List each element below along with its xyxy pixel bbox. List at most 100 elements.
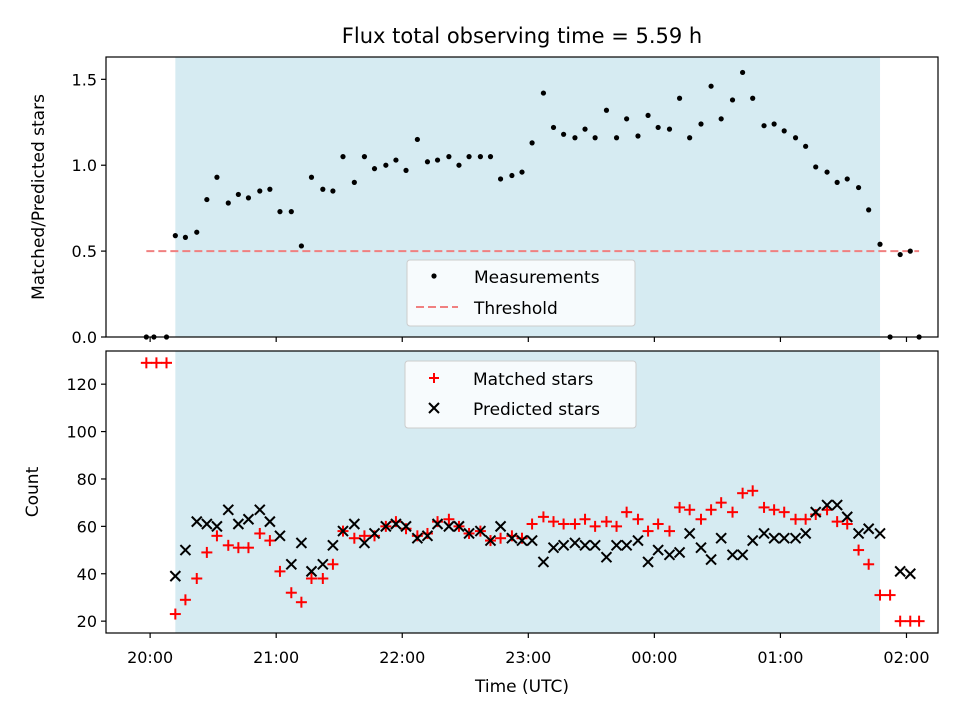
y-tick-label: 20 <box>77 612 97 631</box>
predicted-stars-point <box>557 539 570 552</box>
measurement-point <box>456 162 462 168</box>
measurement-point <box>529 140 535 146</box>
measurement-point <box>729 97 736 103</box>
predicted-stars-point <box>652 544 664 556</box>
matched-stars-point <box>295 596 307 608</box>
predicted-stars-point <box>673 546 686 559</box>
predicted-stars-point <box>264 515 276 528</box>
y-tick-label: 40 <box>77 565 97 584</box>
matched-stars-point <box>684 504 696 516</box>
measurement-point <box>235 191 241 198</box>
measurement-point <box>320 186 326 192</box>
predicted-stars-point <box>526 534 538 547</box>
matched-stars-point <box>285 587 297 599</box>
matched-stars-point <box>140 357 152 369</box>
matched-stars-point <box>548 516 560 528</box>
matched-stars-point <box>790 513 802 525</box>
measurement-point <box>434 157 441 163</box>
predicted-stars-point <box>768 532 780 544</box>
measurement-point <box>277 209 283 215</box>
predicted-stars-point <box>746 534 759 547</box>
predicted-stars-point <box>169 570 182 582</box>
predicted-stars-point <box>894 565 906 578</box>
matched-stars-point <box>526 518 538 530</box>
legend-matched-marker <box>429 373 439 383</box>
predicted-stars-point <box>232 518 245 530</box>
predicted-stars-point <box>789 532 802 544</box>
measurement-point <box>613 135 620 141</box>
ratio-legend: Measurements Threshold <box>406 259 636 327</box>
predicted-stars-point <box>327 539 339 552</box>
x-tick-label: 22:00 <box>379 648 425 667</box>
predicted-stars-point <box>494 520 507 533</box>
predicted-stars-point <box>695 541 707 554</box>
matched-stars-point <box>642 525 654 537</box>
measurement-point <box>907 248 913 254</box>
predicted-stars-point <box>610 539 623 552</box>
predicted-stars-point <box>222 504 234 516</box>
measurement-point <box>540 90 547 96</box>
matched-stars-point <box>274 565 286 577</box>
matched-stars-point <box>558 518 570 530</box>
y-tick-label: 1.0 <box>72 156 97 175</box>
measurement-point <box>740 69 746 76</box>
predicted-stars-point <box>852 527 865 540</box>
predicted-stars-point <box>904 568 916 580</box>
x-tick-label: 00:00 <box>631 648 677 667</box>
measurement-point <box>466 154 472 160</box>
matched-stars-point <box>884 589 896 601</box>
predicted-stars-point <box>799 527 812 540</box>
predicted-stars-point <box>841 511 853 523</box>
predicted-stars-point <box>242 513 255 525</box>
predicted-stars-point <box>201 518 213 530</box>
measurement-point <box>393 157 399 163</box>
matched-stars-point <box>800 513 812 525</box>
measurement-point <box>561 131 567 137</box>
measurement-point <box>666 126 673 132</box>
matched-stars-point <box>327 558 339 570</box>
measurement-point <box>803 143 809 149</box>
measurement-point <box>225 200 231 206</box>
measurement-point <box>351 179 357 185</box>
measurement-point <box>844 176 850 182</box>
matched-stars-point <box>161 357 173 369</box>
matched-stars-point <box>831 516 843 528</box>
predicted-stars-point <box>726 549 739 561</box>
matched-stars-point <box>537 511 549 523</box>
matched-stars-point <box>305 572 317 584</box>
y-tick-label: 0.0 <box>72 328 97 347</box>
predicted-stars-point <box>589 539 601 552</box>
predicted-stars-point <box>305 565 318 578</box>
measurement-point <box>687 135 693 141</box>
measurement-point <box>792 135 799 141</box>
predicted-stars-point <box>516 534 528 547</box>
count-legend-box <box>404 360 637 429</box>
matched-stars-point <box>611 520 623 532</box>
y-tick-label: 0.5 <box>72 242 97 261</box>
predicted-stars-point <box>663 549 676 561</box>
x-tick-label: 01:00 <box>757 648 803 667</box>
measurement-point <box>298 243 304 249</box>
predicted-stars-point <box>569 537 581 549</box>
measurement-point <box>897 251 903 258</box>
y-tick-label: 60 <box>77 517 97 536</box>
measurement-point <box>414 136 420 143</box>
predicted-stars-point <box>431 518 444 530</box>
predicted-stars-point <box>506 532 518 544</box>
measurement-point <box>257 188 263 194</box>
predicted-stars-point <box>778 532 790 544</box>
ratio-legend-box <box>406 259 636 327</box>
measurement-point <box>497 176 504 182</box>
matched-stars-point <box>169 608 181 620</box>
matched-stars-point <box>495 532 507 544</box>
measurement-point <box>245 195 252 201</box>
x-tick-label: 21:00 <box>253 648 299 667</box>
legend-measurement-marker <box>431 273 437 279</box>
measurement-point <box>182 234 189 240</box>
legend-predicted-marker <box>428 402 440 414</box>
ratio-plot-frame <box>105 56 939 338</box>
predicted-stars-point <box>421 530 434 542</box>
matched-stars-point <box>232 542 244 554</box>
predicted-stars-point <box>179 544 192 556</box>
